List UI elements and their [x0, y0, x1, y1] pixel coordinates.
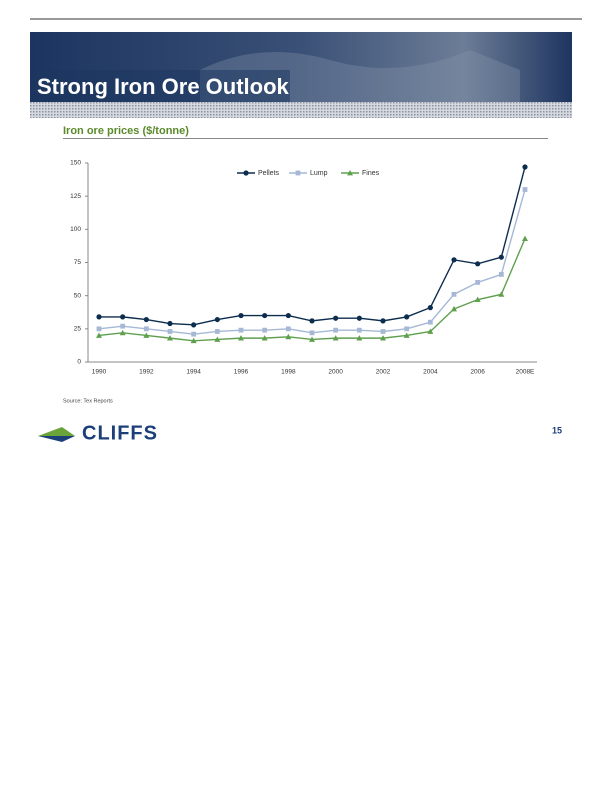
x-tick-label: 2004 — [423, 369, 438, 376]
point — [295, 170, 301, 176]
x-tick-label: 2006 — [470, 369, 485, 376]
x-tick-label: 1994 — [186, 369, 201, 376]
point — [347, 170, 353, 176]
point — [380, 329, 386, 334]
point — [243, 170, 249, 176]
source-note: Source: Tex Reports — [63, 398, 113, 404]
point — [143, 326, 149, 332]
point — [120, 323, 126, 329]
point — [451, 257, 457, 263]
point — [309, 330, 315, 336]
point — [167, 329, 173, 334]
point — [96, 326, 102, 332]
point — [451, 291, 457, 297]
point — [191, 331, 197, 337]
point — [380, 335, 386, 341]
x-tick-label: 1998 — [281, 369, 296, 376]
point — [403, 332, 410, 338]
point — [522, 187, 528, 192]
point — [262, 327, 268, 333]
point — [427, 328, 434, 334]
point — [285, 312, 291, 319]
y-tick-label: 0 — [77, 359, 81, 366]
y-tick-label: 75 — [74, 259, 82, 266]
point — [96, 332, 102, 338]
plot: 0 25 50 75 100 125 150 1990 1992 1994 1996 1998 2000… — [70, 160, 537, 376]
point — [404, 314, 410, 320]
point — [380, 318, 386, 324]
point — [262, 312, 268, 319]
point — [333, 315, 339, 321]
chart-title: Iron ore prices ($/tonne) — [63, 125, 189, 137]
point — [285, 326, 291, 332]
point — [498, 272, 504, 277]
x-tick-label: 1996 — [234, 369, 249, 376]
point — [522, 164, 528, 170]
x-tick-label: 1992 — [139, 369, 154, 376]
point — [143, 316, 149, 323]
legend-label: Fines — [362, 170, 380, 177]
series-line — [99, 166, 526, 326]
x-tick-label: 2008E — [516, 369, 535, 376]
point — [333, 327, 339, 333]
banner-strip — [30, 102, 572, 118]
point — [167, 320, 173, 327]
point — [96, 314, 102, 320]
point — [356, 315, 362, 321]
y-tick-label: 25 — [74, 326, 82, 333]
point — [214, 316, 220, 323]
point — [309, 318, 315, 324]
y-tick-label: 125 — [70, 193, 81, 200]
y-tick-label: 150 — [70, 160, 81, 167]
logo-mark-bottom — [38, 436, 75, 442]
slide-title: Strong Iron Ore Outlook — [37, 74, 290, 99]
point — [214, 329, 220, 334]
x-tick-label: 1990 — [92, 369, 107, 376]
y-tick-label: 100 — [70, 226, 81, 233]
title-rule — [63, 138, 548, 139]
point — [498, 291, 505, 297]
point — [522, 235, 528, 242]
page-number: 15 — [552, 425, 562, 435]
point — [238, 312, 244, 319]
point — [356, 327, 362, 333]
x-tick-label: 2000 — [328, 369, 343, 376]
legend-label: Pellets — [258, 170, 280, 177]
point — [475, 261, 481, 267]
point — [261, 335, 268, 341]
point — [143, 332, 150, 338]
point — [214, 336, 221, 342]
logo-text: CLIFFS — [82, 422, 158, 444]
point — [120, 314, 126, 320]
point — [238, 327, 244, 333]
point — [451, 305, 457, 312]
title-backdrop — [30, 70, 290, 102]
series-line — [98, 189, 526, 335]
series-line — [98, 238, 526, 342]
point — [427, 319, 433, 325]
point — [332, 335, 339, 341]
y-tick-label: 50 — [74, 292, 82, 299]
logo-mark-top — [38, 427, 75, 436]
top-rule — [30, 18, 582, 20]
point — [309, 336, 315, 342]
point — [498, 254, 504, 260]
legend-label: Lump — [310, 170, 328, 177]
point — [285, 333, 292, 340]
point — [404, 326, 410, 332]
point — [190, 337, 197, 344]
point — [475, 280, 481, 285]
x-tick-label: 2002 — [376, 369, 391, 376]
point — [238, 335, 244, 341]
point — [167, 335, 173, 341]
point — [119, 329, 126, 336]
point — [427, 305, 433, 311]
point — [474, 296, 481, 303]
point — [191, 322, 197, 328]
point — [356, 335, 363, 341]
